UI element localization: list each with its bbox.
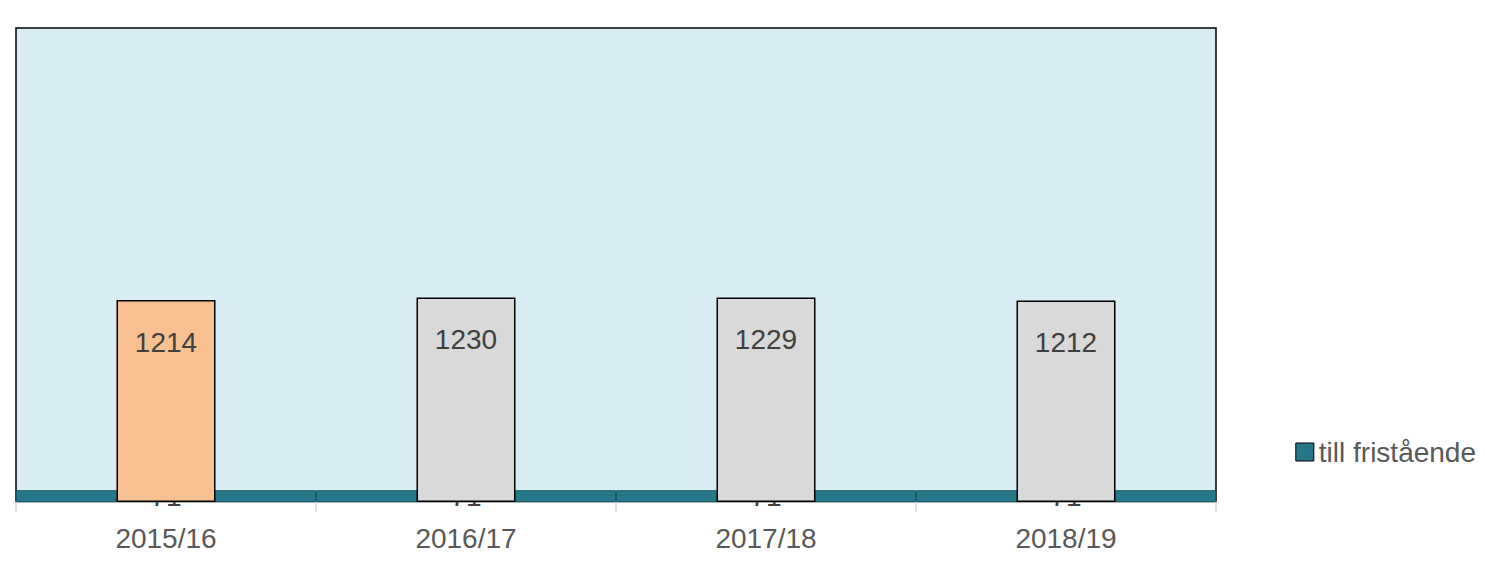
svg-text:2017/18: 2017/18 [715, 523, 816, 554]
svg-text:till fristående: till fristående [1319, 437, 1476, 468]
svg-text:1230: 1230 [435, 324, 497, 355]
svg-text:1212: 1212 [1035, 327, 1097, 358]
svg-text:1229: 1229 [735, 324, 797, 355]
svg-text:2018/19: 2018/19 [1015, 523, 1116, 554]
svg-text:1214: 1214 [135, 327, 197, 358]
svg-text:2016/17: 2016/17 [415, 523, 516, 554]
svg-text:2015/16: 2015/16 [115, 523, 216, 554]
